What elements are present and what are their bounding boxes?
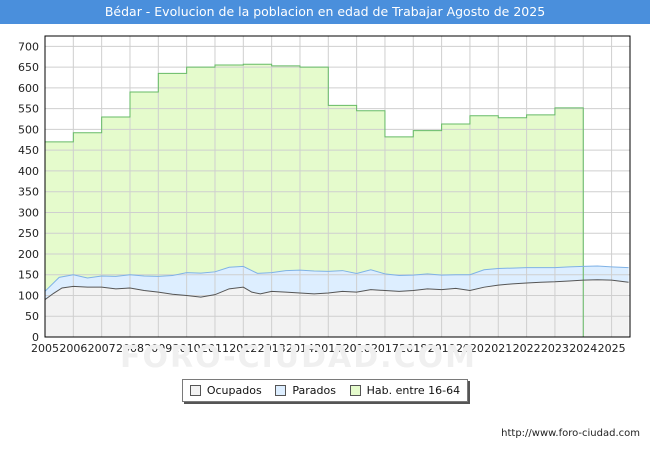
watermark: FORO-CIUDAD.COM: [120, 340, 477, 375]
x-tick-label: 2014: [286, 342, 314, 355]
x-tick-label: 2012: [229, 342, 257, 355]
y-tick-label: 700: [18, 40, 39, 53]
x-tick-label: 2010: [173, 342, 201, 355]
x-tick-label: 2021: [484, 342, 512, 355]
y-tick-label: 300: [18, 206, 39, 219]
x-tick-label: 2024: [569, 342, 597, 355]
tick-labels: 0 50 100 150 200 250 300 350 400 450 500 550 600 650 7…: [18, 40, 626, 355]
x-tick-label: 2022: [513, 342, 541, 355]
y-tick-label: 0: [32, 331, 39, 344]
y-tick-label: 350: [18, 186, 39, 199]
legend: Ocupados Parados Hab. entre 16-64: [182, 379, 468, 402]
x-tick-label: 2011: [201, 342, 229, 355]
legend-item-parados: Parados: [275, 384, 336, 397]
y-tick-label: 450: [18, 144, 39, 157]
footer-url[interactable]: http://www.foro-ciudad.com: [501, 428, 640, 439]
x-tick-label: 2005: [31, 342, 59, 355]
x-tick-label: 2016: [343, 342, 371, 355]
legend-label-parados: Parados: [292, 384, 336, 397]
series-lines: [44, 63, 629, 337]
y-tick-label: 550: [18, 103, 39, 116]
x-tick-label: 2019: [428, 342, 456, 355]
legend-label-ocupados: Ocupados: [206, 384, 262, 397]
series-line-hab: [44, 63, 584, 337]
plot-frame: [44, 35, 631, 338]
series-area-hab: [45, 64, 584, 338]
x-tick-label: 2013: [258, 342, 286, 355]
series-area-ocupados: [45, 279, 629, 337]
x-tick-label: 2018: [399, 342, 427, 355]
x-tick-label: 2009: [144, 342, 172, 355]
y-tick-label: 500: [18, 123, 39, 136]
y-tick-label: 50: [25, 310, 39, 323]
legend-swatch-ocupados: [189, 385, 201, 396]
legend-label-hab: Hab. entre 16-64: [366, 384, 461, 397]
y-tick-label: 600: [18, 82, 39, 95]
x-tick-label: 2025: [598, 342, 626, 355]
x-tick-label: 2020: [456, 342, 484, 355]
legend-item-hab: Hab. entre 16-64: [349, 384, 461, 397]
legend-item-ocupados: Ocupados: [189, 384, 262, 397]
y-tick-label: 150: [18, 269, 39, 282]
legend-swatch-hab: [349, 385, 361, 396]
y-tick-label: 400: [18, 165, 39, 178]
y-tick-label: 650: [18, 61, 39, 74]
x-tick-label: 2006: [59, 342, 87, 355]
chart-title: Bédar - Evolucion de la poblacion en eda…: [0, 0, 650, 24]
x-tick-label: 2023: [541, 342, 569, 355]
series-line-ocupados: [44, 279, 629, 301]
x-tick-label: 2015: [314, 342, 342, 355]
series-line-parados: [44, 265, 629, 292]
y-tick-label: 250: [18, 227, 39, 240]
y-tick-label: 200: [18, 248, 39, 261]
x-tick-label: 2017: [371, 342, 399, 355]
y-tick-label: 100: [18, 289, 39, 302]
x-tick-label: 2008: [116, 342, 144, 355]
legend-swatch-parados: [275, 385, 287, 396]
x-tick-label: 2007: [88, 342, 116, 355]
axes: [44, 35, 631, 338]
